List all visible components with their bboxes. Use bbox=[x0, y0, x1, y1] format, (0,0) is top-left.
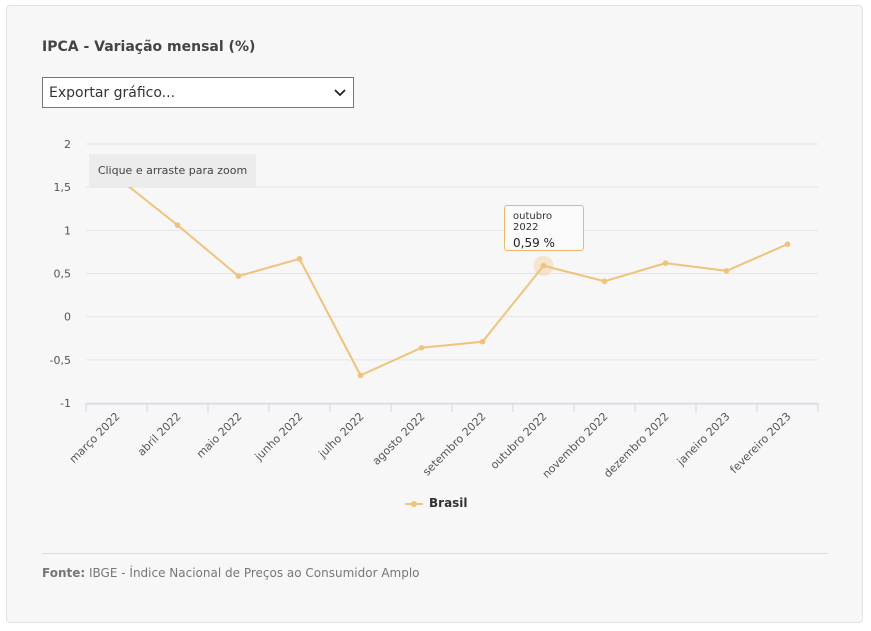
series-line-brasil bbox=[115, 176, 788, 377]
x-tick-label: janeiro 2023 bbox=[674, 410, 733, 469]
data-point bbox=[662, 260, 669, 266]
tooltip-label: outubro 2022 bbox=[513, 211, 553, 233]
y-tick-label: 1 bbox=[64, 224, 71, 237]
x-tick-label: outubro 2022 bbox=[488, 410, 550, 472]
y-tick-label: -1 bbox=[60, 397, 71, 410]
y-tick-label: 1,5 bbox=[54, 181, 72, 194]
data-point bbox=[540, 262, 547, 269]
x-tick-label: março 2022 bbox=[67, 410, 123, 466]
x-tick-label: dezembro 2022 bbox=[601, 410, 671, 480]
x-tick-label: novembro 2022 bbox=[540, 410, 611, 481]
data-point bbox=[479, 338, 486, 345]
chart-tooltip: outubro 2022 0,59 % bbox=[504, 205, 584, 251]
chevron-down-icon bbox=[333, 86, 347, 100]
y-tick-label: 2 bbox=[64, 138, 71, 151]
x-tick-label: julho 2022 bbox=[316, 410, 367, 461]
x-tick-label: abril 2022 bbox=[135, 410, 184, 459]
source-label: Fonte: bbox=[42, 566, 86, 580]
export-select-value: Exportar gráfico... bbox=[49, 84, 176, 101]
y-tick-label: 0 bbox=[64, 311, 71, 324]
data-point bbox=[723, 268, 730, 274]
legend-label: Brasil bbox=[429, 496, 468, 510]
zoom-hint-text: Clique e arraste para zoom bbox=[97, 164, 248, 177]
zoom-hint: Clique e arraste para zoom bbox=[89, 154, 256, 187]
data-point bbox=[784, 241, 791, 247]
tooltip-value: 0,59 % bbox=[513, 236, 555, 250]
data-point bbox=[296, 256, 303, 262]
source-text: IBGE - Índice Nacional de Preços ao Cons… bbox=[89, 566, 420, 580]
divider bbox=[42, 553, 828, 554]
x-tick-label: agosto 2022 bbox=[370, 410, 428, 468]
x-tick-label: fevereiro 2023 bbox=[727, 410, 793, 476]
data-point bbox=[174, 222, 181, 228]
data-point bbox=[357, 372, 364, 379]
x-tick-label: setembro 2022 bbox=[420, 410, 488, 478]
x-tick-label: maio 2022 bbox=[194, 410, 245, 461]
x-tick-label: junho 2022 bbox=[252, 410, 306, 464]
export-chart-select[interactable]: Exportar gráfico... bbox=[42, 77, 354, 108]
data-point bbox=[235, 273, 242, 279]
data-point bbox=[418, 344, 425, 351]
data-point bbox=[601, 278, 608, 285]
chart-title: IPCA - Variação mensal (%) bbox=[42, 39, 256, 55]
legend-swatch bbox=[405, 498, 423, 508]
chart-card bbox=[6, 5, 863, 623]
source-note: Fonte: IBGE - Índice Nacional de Preços … bbox=[42, 566, 420, 580]
y-tick-label: -0,5 bbox=[50, 354, 71, 367]
legend-item-brasil[interactable]: Brasil bbox=[405, 496, 468, 510]
y-tick-label: 0,5 bbox=[54, 268, 72, 281]
